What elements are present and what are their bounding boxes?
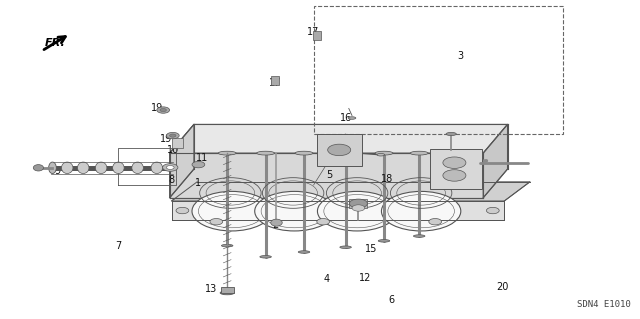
Text: 13: 13 <box>205 284 218 294</box>
Polygon shape <box>172 182 530 201</box>
Ellipse shape <box>271 219 282 226</box>
FancyBboxPatch shape <box>349 199 367 208</box>
Polygon shape <box>170 124 194 198</box>
Ellipse shape <box>95 162 107 174</box>
Circle shape <box>170 134 176 137</box>
Polygon shape <box>170 124 508 153</box>
Ellipse shape <box>218 151 236 155</box>
Ellipse shape <box>257 151 275 155</box>
Circle shape <box>166 132 179 139</box>
Circle shape <box>255 191 334 231</box>
Text: 2: 2 <box>272 220 278 230</box>
Circle shape <box>328 144 351 156</box>
Circle shape <box>429 219 442 225</box>
Ellipse shape <box>295 151 313 155</box>
Text: SDN4 E1010: SDN4 E1010 <box>577 300 630 309</box>
Text: 17: 17 <box>307 27 320 37</box>
Polygon shape <box>170 153 483 198</box>
Text: 4: 4 <box>323 274 330 284</box>
Circle shape <box>210 219 223 225</box>
Bar <box>314 6 563 134</box>
Ellipse shape <box>337 151 355 155</box>
Circle shape <box>163 164 178 171</box>
Ellipse shape <box>219 152 236 155</box>
Circle shape <box>443 157 466 168</box>
Ellipse shape <box>338 152 354 155</box>
Ellipse shape <box>257 152 274 155</box>
Ellipse shape <box>298 251 310 253</box>
Ellipse shape <box>340 246 351 249</box>
Ellipse shape <box>377 153 385 156</box>
FancyBboxPatch shape <box>317 134 362 166</box>
Circle shape <box>443 170 466 181</box>
Text: 3: 3 <box>458 51 464 61</box>
Text: 7: 7 <box>115 241 122 251</box>
Text: FR.: FR. <box>45 39 65 48</box>
Circle shape <box>486 207 499 214</box>
Bar <box>221 287 234 293</box>
Circle shape <box>176 207 189 214</box>
Circle shape <box>166 166 174 169</box>
Polygon shape <box>483 124 508 198</box>
Text: 5: 5 <box>326 170 333 181</box>
Ellipse shape <box>348 117 356 119</box>
Text: 20: 20 <box>496 282 509 292</box>
Ellipse shape <box>33 165 44 171</box>
Circle shape <box>192 191 271 231</box>
Ellipse shape <box>77 162 89 174</box>
Ellipse shape <box>260 256 271 258</box>
Ellipse shape <box>220 291 234 295</box>
Ellipse shape <box>61 162 73 174</box>
Text: 6: 6 <box>388 295 395 305</box>
Text: 8: 8 <box>168 175 175 185</box>
Text: 19: 19 <box>160 134 173 144</box>
Ellipse shape <box>151 162 163 174</box>
Ellipse shape <box>49 162 56 174</box>
Circle shape <box>349 199 367 208</box>
Ellipse shape <box>296 152 312 155</box>
Bar <box>172 138 183 148</box>
Circle shape <box>317 219 330 225</box>
Bar <box>313 31 321 40</box>
Text: 12: 12 <box>358 272 371 283</box>
Text: 19: 19 <box>150 103 163 114</box>
Ellipse shape <box>375 151 393 155</box>
Ellipse shape <box>376 152 392 155</box>
Text: 18: 18 <box>381 174 394 184</box>
FancyBboxPatch shape <box>430 149 482 189</box>
Bar <box>271 76 279 85</box>
Text: 17: 17 <box>269 78 282 88</box>
Text: 14: 14 <box>454 159 467 169</box>
Text: 16: 16 <box>339 113 352 123</box>
Ellipse shape <box>113 162 124 174</box>
Text: 1: 1 <box>195 178 202 189</box>
Polygon shape <box>172 201 504 220</box>
Ellipse shape <box>221 244 233 247</box>
Ellipse shape <box>132 162 143 174</box>
Circle shape <box>317 191 397 231</box>
Ellipse shape <box>446 132 456 136</box>
Circle shape <box>160 108 166 112</box>
Ellipse shape <box>413 235 425 237</box>
Ellipse shape <box>410 151 428 155</box>
Text: 9: 9 <box>54 166 61 176</box>
Circle shape <box>352 205 365 211</box>
Ellipse shape <box>412 152 428 155</box>
Text: 10: 10 <box>166 145 179 155</box>
Circle shape <box>192 161 205 168</box>
Ellipse shape <box>378 240 390 242</box>
Circle shape <box>381 191 461 231</box>
Text: 15: 15 <box>365 244 378 254</box>
Text: 11: 11 <box>195 153 208 163</box>
Circle shape <box>157 107 170 113</box>
